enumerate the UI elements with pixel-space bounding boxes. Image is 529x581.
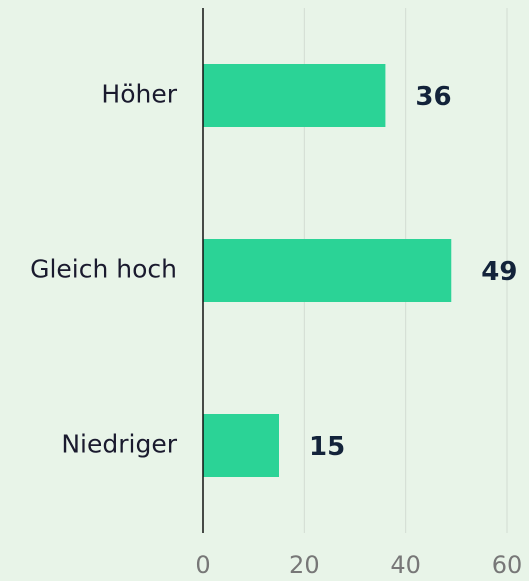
x-tick-label: 20: [289, 551, 320, 579]
bar: [203, 239, 452, 302]
x-tick-label: 40: [390, 551, 421, 579]
y-tick-label: Höher: [101, 80, 177, 109]
x-tick-label: 60: [492, 551, 523, 579]
value-label: 49: [481, 257, 517, 287]
value-label: 15: [309, 432, 345, 462]
y-tick-label: Niedriger: [61, 430, 177, 459]
bar: [203, 414, 279, 477]
bar: [203, 64, 386, 127]
y-tick-label: Gleich hoch: [30, 255, 177, 284]
x-tick-label: 0: [195, 551, 210, 579]
value-label: 36: [415, 82, 451, 112]
